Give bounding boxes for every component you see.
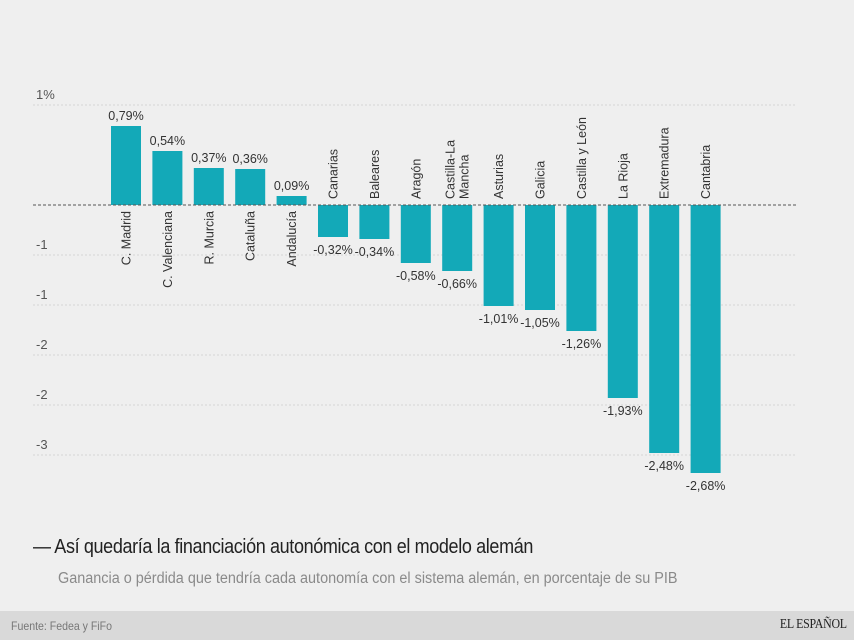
category-label: Castilla y León: [575, 117, 589, 199]
category-label: Baleares: [368, 150, 382, 199]
value-label: -1,05%: [520, 316, 560, 330]
category-label-line: Galicia: [534, 161, 548, 199]
bar: [359, 205, 390, 239]
category-label-line: C. Valenciana: [161, 211, 175, 288]
bar: [649, 205, 680, 453]
category-labels: C. Madrid C. Valenciana R. Murcia Cataluña A…: [120, 117, 714, 288]
category-label-line: Cataluña: [244, 211, 258, 261]
category-label-line: Castilla y León: [575, 117, 589, 199]
value-label: -0,58%: [396, 269, 436, 283]
category-label-line: La Rioja: [616, 153, 630, 199]
value-label: -0,34%: [355, 245, 395, 259]
category-label: Galicia: [534, 161, 548, 199]
category-label: R. Murcia: [202, 211, 216, 265]
y-tick-label: -1: [36, 287, 48, 302]
category-label-line: Andalucía: [285, 211, 299, 267]
bar: [483, 205, 514, 306]
category-label: La Rioja: [616, 153, 630, 199]
category-label-line: R. Murcia: [202, 211, 216, 265]
bar: [318, 205, 348, 237]
title-text: Así quedaría la financiación autonómica …: [54, 536, 534, 558]
category-label-line: Mancha: [458, 154, 472, 199]
y-tick-label: -1: [36, 237, 48, 252]
category-label: Aragón: [409, 159, 423, 199]
y-axis-ticks: 1% -1 -1 -2 -2 -3: [36, 87, 55, 452]
category-label-line: Cantabria: [699, 145, 713, 199]
bar: [400, 205, 431, 263]
bar: [235, 169, 266, 205]
bar: [690, 205, 721, 473]
category-label: C. Valenciana: [161, 211, 175, 288]
bar: [442, 205, 473, 271]
value-label: 0,09%: [274, 179, 309, 193]
category-label: Castilla-La Mancha: [444, 140, 472, 199]
value-label: -0,66%: [437, 277, 477, 291]
category-label: Asturias: [492, 154, 506, 199]
bar: [525, 205, 555, 310]
chart-subtitle: Ganancia o pérdida que tendría cada auto…: [58, 570, 678, 587]
value-label: 0,37%: [191, 151, 226, 165]
source-note: Fuente: Fedea y FiFo: [11, 619, 112, 633]
bars: [111, 126, 721, 473]
y-tick-label: -2: [36, 337, 48, 352]
value-label: -1,93%: [603, 404, 643, 418]
category-label-line: Asturias: [492, 154, 506, 199]
category-label: Andalucía: [285, 211, 299, 267]
bar: [193, 168, 224, 205]
value-labels: 0,79%0,54%0,37% 0,36%0,09%-0,32% -0,34%-0,…: [108, 109, 725, 493]
bar: [607, 205, 638, 398]
category-label-line: Baleares: [368, 150, 382, 199]
category-label: Cantabria: [699, 145, 713, 199]
category-label: Canarias: [327, 149, 341, 199]
category-label: Extremadura: [658, 127, 672, 199]
category-label: C. Madrid: [120, 211, 134, 265]
brand-logo: EL ESPAÑOL: [780, 617, 847, 632]
title-dash: —: [33, 536, 51, 558]
bar: [111, 126, 141, 205]
value-label: -1,26%: [562, 337, 602, 351]
category-label-line: Canarias: [327, 149, 341, 199]
bar: [276, 196, 307, 205]
category-label-line: Extremadura: [658, 127, 672, 199]
value-label: 0,36%: [232, 152, 267, 166]
y-tick-label: -2: [36, 387, 48, 402]
chart-title: — Así quedaría la financiación autonómic…: [33, 536, 533, 559]
value-label: -1,01%: [479, 312, 519, 326]
category-label: Cataluña: [244, 211, 258, 261]
value-label: 0,54%: [150, 134, 185, 148]
value-label: -0,32%: [313, 243, 353, 257]
footer-bar: Fuente: Fedea y FiFo EL ESPAÑOL: [0, 611, 854, 640]
bar: [152, 151, 183, 205]
value-label: -2,48%: [644, 459, 684, 473]
y-tick-label: 1%: [36, 87, 55, 102]
y-tick-label: -3: [36, 437, 48, 452]
category-label-line: C. Madrid: [120, 211, 134, 265]
value-label: 0,79%: [108, 109, 143, 123]
category-label-line: Castilla-La: [444, 140, 458, 199]
bar: [566, 205, 597, 331]
value-label: -2,68%: [686, 479, 726, 493]
bar-chart: 1% -1 -1 -2 -2 -3 0,79% 0,54% 0,37% 0,36% 0,09% -0…: [33, 87, 797, 493]
category-label-line: Aragón: [409, 159, 423, 199]
